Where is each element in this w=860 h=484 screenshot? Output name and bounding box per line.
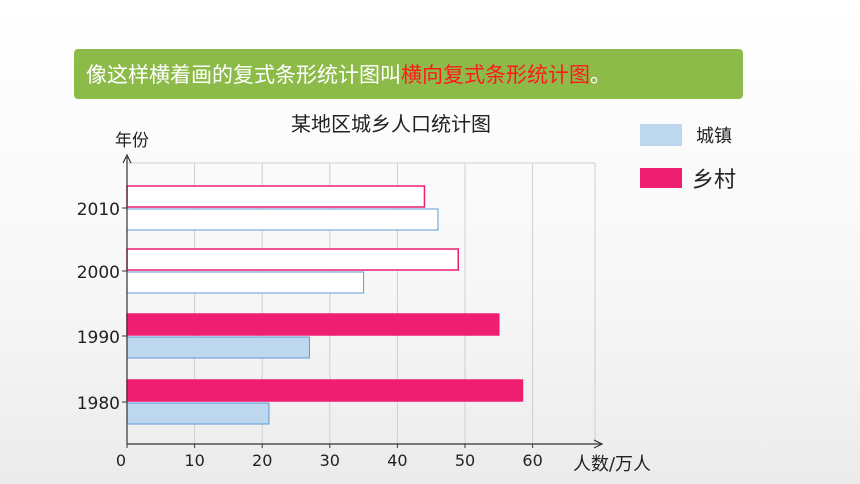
x-axis-arrow bbox=[593, 439, 604, 449]
x-tick-label: 10 bbox=[184, 451, 204, 470]
bar-urban-2010 bbox=[126, 208, 439, 231]
banner-text-end: 。 bbox=[590, 63, 611, 87]
bar-rural-2000 bbox=[126, 248, 459, 271]
banner-highlight: 横向复式条形统计图 bbox=[401, 63, 590, 87]
x-tick-label: 0 bbox=[116, 451, 126, 470]
banner: 像这样横着画的复式条形统计图叫 横向复式条形统计图。 bbox=[74, 49, 743, 99]
bar-rural-1980 bbox=[126, 379, 524, 402]
chart-title: 某地区城乡人口统计图 bbox=[291, 112, 491, 136]
tick-labels: 2010 2000 1990 1980 0 10 20 30 40 50 60 bbox=[77, 200, 543, 470]
x-tick-label: 20 bbox=[252, 451, 272, 470]
x-tick-label: 50 bbox=[455, 451, 475, 470]
legend-label-rural: 乡村 bbox=[692, 168, 736, 193]
x-axis-label: 人数/万人 bbox=[573, 454, 651, 475]
legend-swatch-rural bbox=[640, 168, 682, 188]
bars bbox=[126, 185, 524, 425]
x-tick-label: 30 bbox=[320, 451, 340, 470]
bar-rural-1990 bbox=[126, 313, 500, 336]
bar-rural-2010 bbox=[126, 185, 426, 208]
bar-urban-2000 bbox=[126, 271, 365, 294]
banner-text: 像这样横着画的复式条形统计图叫 bbox=[86, 63, 401, 87]
bar-urban-1990 bbox=[126, 336, 311, 359]
legend-swatch-urban bbox=[640, 124, 682, 146]
axes bbox=[122, 153, 604, 449]
legend-label-urban: 城镇 bbox=[696, 126, 732, 147]
y-axis-arrow bbox=[122, 153, 132, 164]
x-tick-label: 60 bbox=[522, 451, 542, 470]
y-tick-label: 1980 bbox=[77, 394, 120, 414]
bar-urban-1980 bbox=[126, 402, 270, 425]
y-axis-label: 年份 bbox=[115, 131, 149, 151]
y-tick-label: 2000 bbox=[77, 263, 120, 283]
x-tick-label: 40 bbox=[387, 451, 407, 470]
y-tick-label: 2010 bbox=[77, 200, 120, 220]
y-tick-label: 1990 bbox=[77, 328, 120, 348]
